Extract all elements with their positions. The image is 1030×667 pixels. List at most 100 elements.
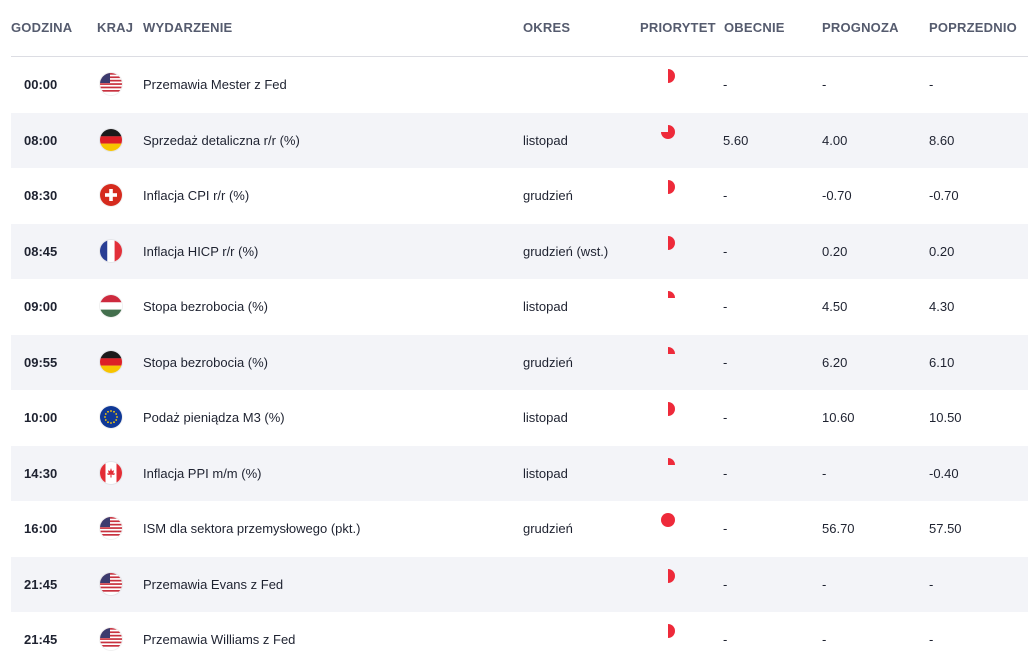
table-header: GODZINA KRAJ WYDARZENIE OKRES PRIORYTET … [11, 0, 1028, 57]
event-name[interactable]: Inflacja HICP r/r (%) [143, 243, 259, 259]
event-name[interactable]: Przemawia Evans z Fed [143, 576, 284, 592]
us-flag-icon [100, 572, 122, 595]
economic-calendar-table: GODZINA KRAJ WYDARZENIE OKRES PRIORYTET … [0, 0, 1030, 650]
event-time: 16:00 [24, 521, 58, 536]
priority-icon [658, 399, 678, 419]
event-name[interactable]: Przemawia Williams z Fed [143, 632, 296, 647]
event-previous: 4.30 [929, 299, 955, 314]
priority-icon [658, 344, 678, 364]
event-forecast: 56.70 [822, 521, 855, 536]
hungary-flag-icon [100, 295, 122, 317]
event-time: 21:45 [24, 632, 58, 647]
event-previous: 57.50 [929, 521, 962, 536]
germany-flag-icon [100, 350, 122, 373]
table-row[interactable]: 09:00 Stopa bezrobocia (%) listopad - 4.50 4.… [11, 279, 1028, 334]
header-forecast[interactable]: PROGNOZA [822, 20, 899, 35]
header-time[interactable]: GODZINA [11, 20, 73, 35]
us-flag-icon [100, 628, 122, 650]
event-forecast: 10.60 [822, 410, 855, 425]
event-time: 14:30 [24, 465, 58, 481]
event-name[interactable]: Przemawia Mester z Fed [143, 77, 287, 92]
event-time: 10:00 [24, 410, 58, 425]
us-flag-icon [100, 517, 122, 539]
table-row[interactable]: 08:00 Sprzedaż detaliczna r/r (%) listopad… [11, 112, 1028, 168]
header-previous[interactable]: POPRZEDNIO [929, 20, 1017, 35]
event-forecast: -0.70 [822, 188, 852, 203]
event-actual: - [723, 576, 728, 592]
event-actual: - [723, 465, 728, 481]
priority-icon [658, 177, 678, 197]
priority-icon [658, 621, 678, 641]
event-previous: 6.10 [929, 354, 955, 370]
event-forecast: 0.20 [822, 243, 848, 259]
event-name[interactable]: Inflacja CPI r/r (%) [143, 188, 250, 203]
eu-flag-icon [100, 406, 122, 428]
event-time: 21:45 [24, 576, 58, 592]
event-period: grudzień [523, 188, 573, 203]
germany-flag-icon [100, 128, 122, 151]
table-row[interactable]: 08:45 Inflacja HICP r/r (%) grudzień (wst.… [11, 223, 1028, 279]
event-forecast: 6.20 [822, 354, 848, 370]
table-row[interactable]: 08:30 Inflacja CPI r/r (%) grudzień - -0.70 -… [11, 168, 1028, 223]
event-time: 08:00 [24, 132, 58, 148]
header-country[interactable]: KRAJ [97, 20, 134, 35]
event-period: grudzień [523, 521, 573, 536]
table-row[interactable]: 09:55 Stopa bezrobocia (%) grudzień - 6.20 6.… [11, 334, 1028, 390]
event-time: 09:55 [24, 354, 58, 370]
table-row[interactable]: 10:00 Podaż pieniądza M3 (%) listopad - 10.6… [11, 390, 1028, 445]
switzerland-flag-icon [100, 184, 122, 206]
table-row[interactable]: 00:00 Przemawia Mester z Fed - - - [11, 57, 1028, 112]
event-actual: - [723, 632, 728, 647]
priority-icon [658, 566, 678, 586]
event-period: listopad [523, 465, 568, 481]
event-name[interactable]: Stopa bezrobocia (%) [143, 299, 269, 314]
event-actual: - [723, 521, 728, 536]
event-name[interactable]: ISM dla sektora przemysłowego (pkt.) [143, 521, 361, 536]
table-row[interactable]: 16:00 ISM dla sektora przemysłowego (pkt.… [11, 501, 1028, 556]
event-name[interactable]: Podaż pieniądza M3 (%) [143, 410, 285, 425]
event-actual: - [723, 410, 728, 425]
event-previous: 10.50 [929, 410, 962, 425]
event-previous: 0.20 [929, 243, 955, 259]
event-period: listopad [523, 410, 568, 425]
event-forecast: - [822, 77, 827, 92]
event-forecast: - [822, 632, 827, 647]
priority-icon [658, 66, 678, 86]
event-actual: - [723, 243, 728, 259]
event-name[interactable]: Inflacja PPI m/m (%) [143, 465, 262, 481]
priority-icon [658, 288, 678, 308]
event-period: grudzień [523, 354, 573, 370]
event-time: 00:00 [24, 77, 58, 92]
canada-flag-icon [100, 461, 122, 484]
event-previous: 8.60 [929, 132, 955, 148]
event-time: 08:30 [24, 188, 58, 203]
table-row[interactable]: 14:30 Inflacja PPI m/m (%) listopad - - -0.40 [11, 445, 1028, 501]
header-actual[interactable]: OBECNIE [724, 20, 785, 35]
priority-icon [658, 510, 678, 530]
priority-icon [658, 122, 678, 142]
event-period: listopad [523, 299, 568, 314]
event-forecast: 4.50 [822, 299, 848, 314]
event-period: listopad [523, 132, 568, 148]
event-forecast: - [822, 465, 827, 481]
event-time: 08:45 [24, 243, 58, 259]
table-row[interactable]: 21:45 Przemawia Williams z Fed - - - [11, 612, 1028, 667]
event-name[interactable]: Stopa bezrobocia (%) [143, 354, 269, 370]
event-forecast: - [822, 576, 827, 592]
event-name[interactable]: Sprzedaż detaliczna r/r (%) [143, 132, 300, 148]
header-priority[interactable]: PRIORYTET [640, 20, 716, 35]
event-previous: - [929, 632, 934, 647]
event-actual: - [723, 77, 728, 92]
event-forecast: 4.00 [822, 132, 848, 148]
header-period[interactable]: OKRES [523, 20, 571, 35]
event-time: 09:00 [24, 299, 58, 314]
table-row[interactable]: 21:45 Przemawia Evans z Fed - - - [11, 556, 1028, 612]
event-previous: -0.40 [929, 465, 959, 481]
france-flag-icon [100, 239, 122, 262]
event-actual: 5.60 [723, 132, 749, 148]
priority-icon [658, 455, 678, 475]
event-previous: - [929, 576, 934, 592]
priority-icon [658, 233, 678, 253]
header-event[interactable]: WYDARZENIE [143, 20, 233, 35]
event-actual: - [723, 188, 728, 203]
